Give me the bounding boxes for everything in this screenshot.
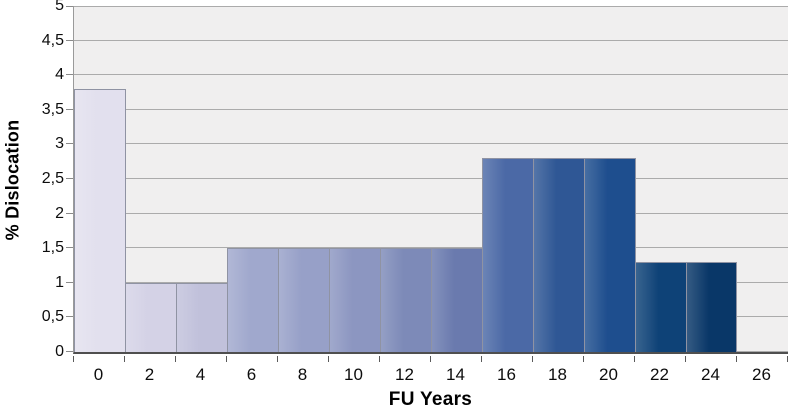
x-tick-label: 18 [548,365,567,384]
x-tick-label: 10 [344,365,363,384]
x-tick-mark [277,356,278,362]
x-tick-label: 2 [144,365,155,384]
gridline [74,143,788,145]
gridline [74,212,788,214]
x-tick-label: 14 [446,365,465,384]
x-axis-title: FU Years [388,389,473,410]
x-tick-mark [124,356,125,362]
y-tick-mark [66,39,73,41]
x-tick-mark [583,356,584,362]
x-tick-label: 16 [497,365,516,384]
x-tick-label: 12 [395,365,414,384]
x-tick-label: 22 [650,365,669,384]
y-tick-label: 0,5 [41,308,64,326]
x-tick-mark [532,356,533,362]
bar [686,262,737,352]
x-tick-mark [634,356,635,362]
x-tick-mark [175,356,176,362]
bar [329,248,381,352]
x-tick-mark [787,356,788,362]
bar [125,282,177,352]
bar [227,248,279,352]
bar [431,248,483,352]
y-tick-mark [66,143,73,145]
bar [278,248,330,352]
y-tick-mark [66,247,73,249]
y-axis-tick-marks [66,6,73,354]
y-tick-label: 1 [55,273,64,291]
y-tick-mark [66,351,73,352]
bar [584,158,636,352]
gridline [74,178,788,179]
y-tick-mark [66,74,73,76]
bar [482,158,534,352]
y-tick-mark [66,316,73,318]
y-tick-label: 3,5 [41,100,64,118]
y-tick-label: 4,5 [41,31,64,49]
bar [533,158,585,352]
x-tick-mark [379,356,380,362]
bar [176,282,228,352]
bar [380,248,432,352]
gridline [74,39,788,41]
x-tick-mark [481,356,482,362]
y-tick-mark [66,108,73,110]
x-tick-mark [685,356,686,362]
gridline [74,74,788,76]
y-tick-label: 5 [55,0,64,14]
x-tick-label: 6 [246,365,257,384]
x-tick-label: 26 [752,365,771,384]
gridline [74,247,788,249]
y-axis-labels: 0 0,5 1 1,5 2 2,5 3 3,5 4 4,5 5 [0,0,64,360]
gridline [74,6,788,7]
y-tick-label: 2,5 [41,170,64,187]
y-tick-mark [66,212,73,214]
x-tick-mark [430,356,431,362]
y-tick-label: 0 [55,343,64,360]
y-tick-label: 1,5 [41,239,64,257]
x-tick-mark [736,356,737,362]
x-tick-label: 20 [599,365,618,384]
x-tick-label: 8 [297,365,308,384]
plot-area [73,6,788,354]
x-tick-mark [73,356,74,362]
bar [74,89,126,352]
y-tick-mark [66,178,73,179]
x-tick-label: 4 [195,365,206,384]
y-tick-label: 3 [55,135,64,153]
y-tick-mark [66,281,73,283]
x-tick-mark [226,356,227,362]
gridline [74,108,788,110]
x-axis-tick-marks [73,356,789,363]
x-tick-label: 24 [701,365,720,384]
bar [635,262,687,352]
x-tick-label: 0 [93,365,104,384]
x-axis-labels: 0 2 4 6 8 10 12 14 16 18 20 22 24 26 [73,364,788,386]
y-tick-label: 4 [55,66,64,84]
y-tick-label: 2 [55,204,64,222]
y-tick-mark [66,6,73,7]
x-tick-mark [328,356,329,362]
